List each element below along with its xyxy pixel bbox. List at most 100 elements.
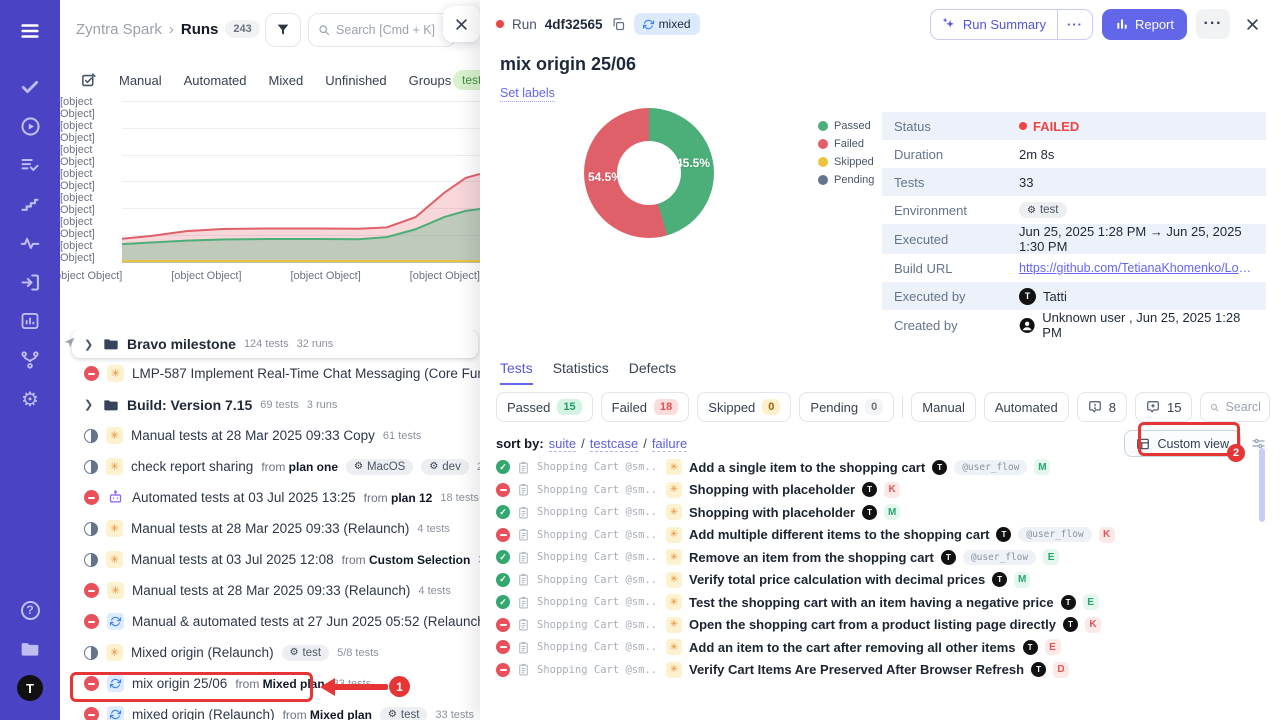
detail-row-duration: Duration 2m 8s xyxy=(894,146,1055,162)
filter-failed[interactable]: Failed 18 xyxy=(600,392,690,422)
run-title: Bravo milestone xyxy=(127,336,236,352)
projects-folder-icon[interactable] xyxy=(12,632,48,666)
filter-comments-new[interactable]: 15 xyxy=(1135,392,1193,422)
run-env-badge: ⚙ dev xyxy=(421,458,469,475)
run-title: Automated tests at 03 Jul 2025 13:25 xyxy=(132,490,356,505)
clipboard-icon xyxy=(517,528,530,541)
tab-manual[interactable]: Manual xyxy=(119,73,162,88)
run-list-item[interactable]: ❯ ✳ Manual tests at 28 Mar 2025 09:33 Co… xyxy=(60,420,480,451)
area-chart xyxy=(122,101,480,263)
filter-pending[interactable]: Pending 0 xyxy=(799,392,895,422)
sort-by-suite[interactable]: suite xyxy=(548,435,577,452)
tab-unfinished[interactable]: Unfinished xyxy=(325,73,387,88)
test-row[interactable]: Shopping Cart @sm... ✳ Verify Cart Items… xyxy=(496,659,1256,682)
run-list-item[interactable]: ❯ ✳ Bravo milestone from ⚙ ⚙ 124 tests 3… xyxy=(72,330,478,358)
detail-close-button[interactable] xyxy=(1239,13,1266,36)
test-tag: @user_flow xyxy=(1018,527,1092,543)
run-tests-count: 18 tests xyxy=(440,491,479,504)
tests-search[interactable] xyxy=(1200,392,1270,422)
test-row[interactable]: Shopping Cart @sm... ✳ Shopping with pla… xyxy=(496,479,1256,502)
gear-icon[interactable]: ⚙ xyxy=(21,388,39,411)
run-runs-count: 3 runs xyxy=(306,398,338,411)
run-list-item[interactable]: ❯ ✳ Build: Version 7.15 from ⚙ ⚙ 69 test… xyxy=(60,389,480,420)
report-button[interactable]: Report xyxy=(1101,8,1187,40)
tab-groups[interactable]: Groups xyxy=(408,73,452,88)
filter-comments[interactable]: 8 xyxy=(1076,392,1127,422)
help-icon[interactable]: ? xyxy=(12,593,48,627)
test-row[interactable]: Shopping Cart @sm... ✳ Add a single item… xyxy=(496,456,1256,479)
filter-manual[interactable]: Manual xyxy=(911,392,976,422)
filter-automated[interactable]: Automated xyxy=(983,392,1069,422)
detail-row-created-by: Created by Unknown user , Jun 25, 2025 1:… xyxy=(894,310,1241,340)
run-list-item[interactable]: ❯ ✳ Automated tests at 03 Jul 2025 13:25… xyxy=(60,482,480,513)
test-suite: Shopping Cart @sm... xyxy=(537,573,659,586)
y-tick-label: [object Object] xyxy=(60,168,95,192)
detail-row-status: Status FAILED xyxy=(882,112,1266,140)
run-list-item[interactable]: ❯ ✳ Manual tests at 03 Jul 2025 12:08 fr… xyxy=(60,544,480,575)
tests-scrollbar[interactable] xyxy=(1259,448,1265,522)
run-list-item[interactable]: ❯ ✳ Manual & automated tests at 27 Jun 2… xyxy=(60,606,480,637)
filter-passed[interactable]: Passed 15 xyxy=(496,392,593,422)
test-row[interactable]: Shopping Cart @sm... ✳ Remove an item fr… xyxy=(496,546,1256,569)
run-summary-button[interactable]: Run Summary xyxy=(931,10,1057,39)
run-tests-count: 3/3 tests xyxy=(478,554,480,566)
env-filter-chip[interactable]: test xyxy=(453,70,480,90)
chevron-right-icon[interactable]: ❯ xyxy=(84,399,94,411)
tab-mixed[interactable]: Mixed xyxy=(268,73,304,88)
check-icon[interactable] xyxy=(12,70,48,104)
test-row[interactable]: Shopping Cart @sm... ✳ Add an item to th… xyxy=(496,636,1256,659)
steps-icon[interactable] xyxy=(12,187,48,221)
run-list-item[interactable]: ❯ ✳ mixed origin (Relaunch) from Mixed p… xyxy=(60,699,480,720)
run-list-item[interactable]: ❯ ✳ Manual tests at 28 Mar 2025 09:33 (R… xyxy=(60,513,480,544)
status-partial-icon xyxy=(84,428,98,443)
filter-skipped[interactable]: Skipped 0 xyxy=(697,392,792,422)
run-list-item[interactable]: ❯ ✳ LMP-587 Implement Real-Time Chat Mes… xyxy=(60,358,480,389)
run-list-item[interactable]: ❯ ✳ check report sharing from plan one ⚙… xyxy=(60,451,480,482)
test-row[interactable]: Shopping Cart @sm... ✳ Shopping with pla… xyxy=(496,501,1256,524)
user-avatar[interactable]: T xyxy=(12,671,48,705)
tests-search-input[interactable] xyxy=(1225,400,1260,414)
select-runs-icon[interactable] xyxy=(80,72,97,89)
test-row[interactable]: Shopping Cart @sm... ✳ Test the shopping… xyxy=(496,591,1256,614)
runs-search-input[interactable] xyxy=(336,23,446,37)
copy-icon[interactable] xyxy=(611,17,626,32)
clipboard-icon xyxy=(517,618,530,631)
assignee-avatar: T xyxy=(862,504,878,520)
runs-search[interactable] xyxy=(308,13,456,47)
mixed-run-icon xyxy=(107,675,124,692)
run-list-item[interactable]: ❯ ✳ Manual tests at 28 Mar 2025 09:33 (R… xyxy=(60,575,480,606)
tab-automated[interactable]: Automated xyxy=(183,73,247,88)
set-labels-link[interactable]: Set labels xyxy=(500,86,555,102)
filter-button[interactable] xyxy=(265,13,301,47)
test-suite: Shopping Cart @sm... xyxy=(537,596,659,609)
list-check-icon[interactable] xyxy=(12,148,48,182)
run-list-item[interactable]: ❯ ✳ mix origin 25/06 from Mixed plan ⚙ ⚙… xyxy=(60,668,480,699)
pulse-icon[interactable] xyxy=(12,226,48,260)
panel-close-button[interactable] xyxy=(443,6,480,42)
test-row[interactable]: Shopping Cart @sm... ✳ Verify total pric… xyxy=(496,569,1256,592)
run-list-item[interactable]: ❯ ✳ Mixed origin (Relaunch) from ⚙test ⚙… xyxy=(60,637,480,668)
sort-by-failure[interactable]: failure xyxy=(651,435,688,452)
run-summary-button-group: Run Summary ··· xyxy=(929,8,1093,40)
app-sidebar: ⚙ ? T xyxy=(0,0,60,720)
pin-icon xyxy=(63,336,76,349)
run-title: check report sharing xyxy=(131,459,254,474)
run-runs-count: 32 runs xyxy=(296,338,334,350)
run-summary-more-button[interactable]: ··· xyxy=(1056,9,1092,39)
test-row[interactable]: Shopping Cart @sm... ✳ Add multiple diff… xyxy=(496,524,1256,547)
build-url-link[interactable]: https://github.com/TetianaKhomenko/Load-… xyxy=(1019,261,1254,275)
sign-in-icon[interactable] xyxy=(12,265,48,299)
branch-icon[interactable] xyxy=(12,343,48,377)
chevron-right-icon[interactable]: ❯ xyxy=(84,338,94,351)
menu-icon[interactable] xyxy=(12,14,48,48)
test-row[interactable]: Shopping Cart @sm... ✳ Open the shopping… xyxy=(496,614,1256,637)
bar-chart-icon xyxy=(1115,17,1129,31)
tab-statistics[interactable]: Statistics xyxy=(552,360,609,376)
analytics-icon[interactable] xyxy=(12,304,48,338)
sort-by-testcase[interactable]: testcase xyxy=(589,435,639,452)
more-actions-button[interactable]: ··· xyxy=(1196,9,1230,39)
play-circle-icon[interactable] xyxy=(12,109,48,143)
breadcrumb-project[interactable]: Zyntra Spark xyxy=(76,20,162,38)
tab-defects[interactable]: Defects xyxy=(628,360,677,376)
tab-tests[interactable]: Tests xyxy=(500,360,533,385)
